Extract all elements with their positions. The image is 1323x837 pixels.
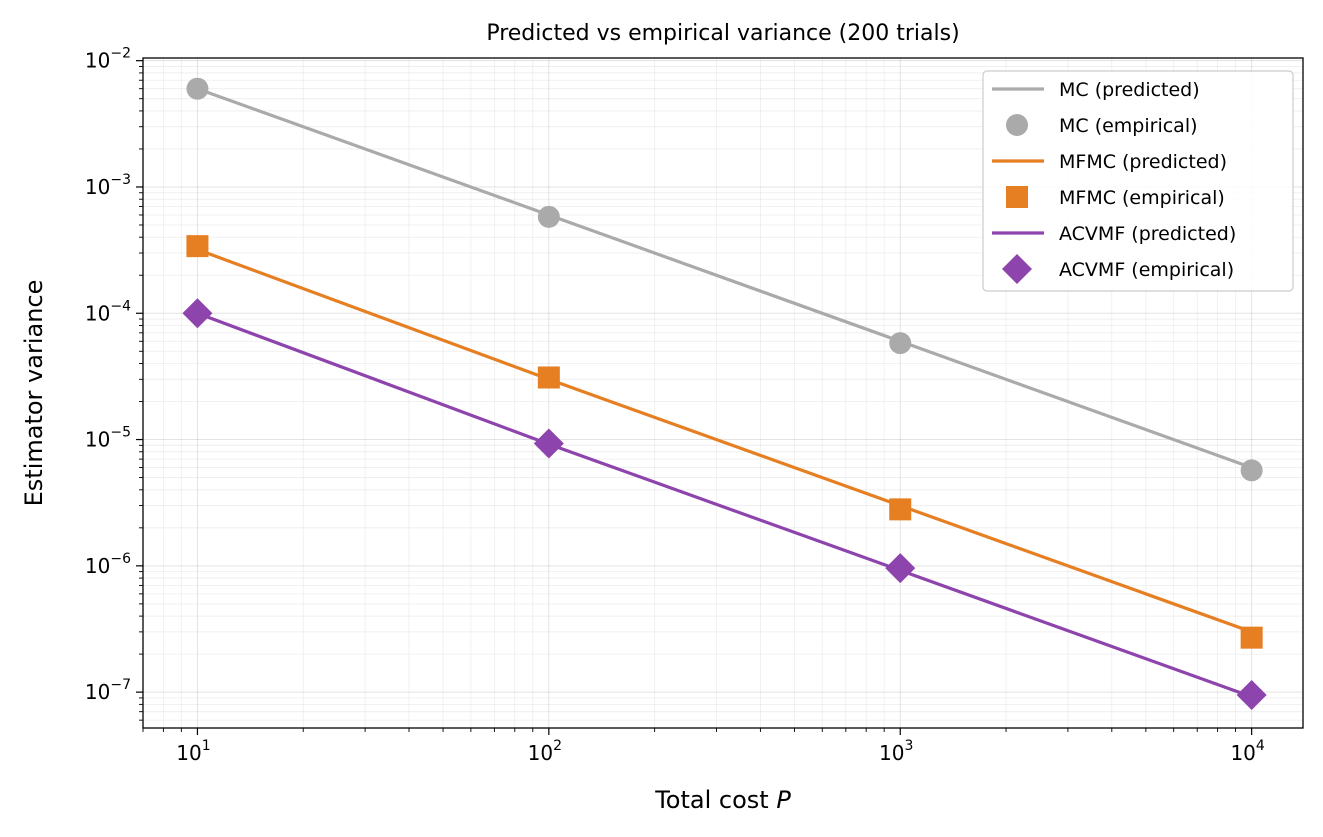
acvmf-empirical-point — [1236, 679, 1267, 710]
legend-label: ACVMF (empirical) — [1059, 259, 1234, 281]
legend-label: ACVMF (predicted) — [1059, 223, 1236, 245]
x-tick-label: 102 — [528, 738, 562, 765]
acvmf-predicted-line — [196, 311, 1253, 699]
legend-label: MC (predicted) — [1059, 79, 1200, 101]
chart-title: Predicted vs empirical variance (200 tri… — [486, 21, 959, 46]
legend-acvmf-marker-swatch — [1002, 254, 1032, 284]
legend-label: MFMC (empirical) — [1059, 187, 1225, 209]
mfmc-empirical-point — [537, 366, 560, 389]
mc-empirical-point — [1240, 459, 1263, 482]
y-axis-label: Estimator variance — [20, 280, 48, 507]
y-tick-label: 10−3 — [85, 172, 131, 199]
acvmf-empirical-point — [885, 553, 916, 584]
grid — [142, 58, 1303, 728]
mfmc-empirical-point — [186, 235, 209, 258]
legend-mc-marker-swatch — [1006, 114, 1028, 136]
legend-label: MFMC (predicted) — [1059, 151, 1227, 173]
acvmf-empirical-point — [533, 428, 564, 459]
x-axis-label-var: P — [776, 786, 791, 814]
mc-empirical-point — [186, 77, 209, 100]
mc-empirical-point — [889, 332, 912, 355]
ticks: 101 102 103 104 10−2 10−3 10−4 10−5 10−6 10−7 — [85, 46, 1265, 765]
mfmc-predicted-line — [196, 247, 1253, 634]
mc-predicted-line — [196, 87, 1253, 470]
acvmf-empirical-point — [182, 298, 213, 329]
y-tick-label: 10−6 — [85, 551, 131, 578]
x-tick-label: 103 — [879, 738, 913, 765]
series-layer — [182, 77, 1267, 710]
x-axis-label: Total cost P — [654, 786, 791, 814]
y-tick-label: 10−7 — [85, 677, 131, 704]
legend: MC (predicted) MC (empirical) MFMC (predic… — [982, 70, 1294, 292]
mfmc-empirical-point — [889, 498, 912, 521]
y-tick-label: 10−2 — [85, 46, 131, 73]
y-tick-label: 10−5 — [85, 425, 131, 452]
x-tick-label: 104 — [1230, 738, 1264, 765]
legend-label: MC (empirical) — [1059, 115, 1198, 137]
plot-frame — [142, 57, 1304, 729]
legend-box — [982, 70, 1294, 292]
mc-empirical-point — [537, 205, 560, 228]
x-tick-label: 101 — [176, 738, 210, 765]
mfmc-empirical-point — [1240, 626, 1263, 649]
x-axis-label-text: Total cost — [654, 786, 768, 814]
legend-mfmc-marker-swatch — [1006, 186, 1028, 208]
y-tick-label: 10−4 — [85, 298, 131, 325]
